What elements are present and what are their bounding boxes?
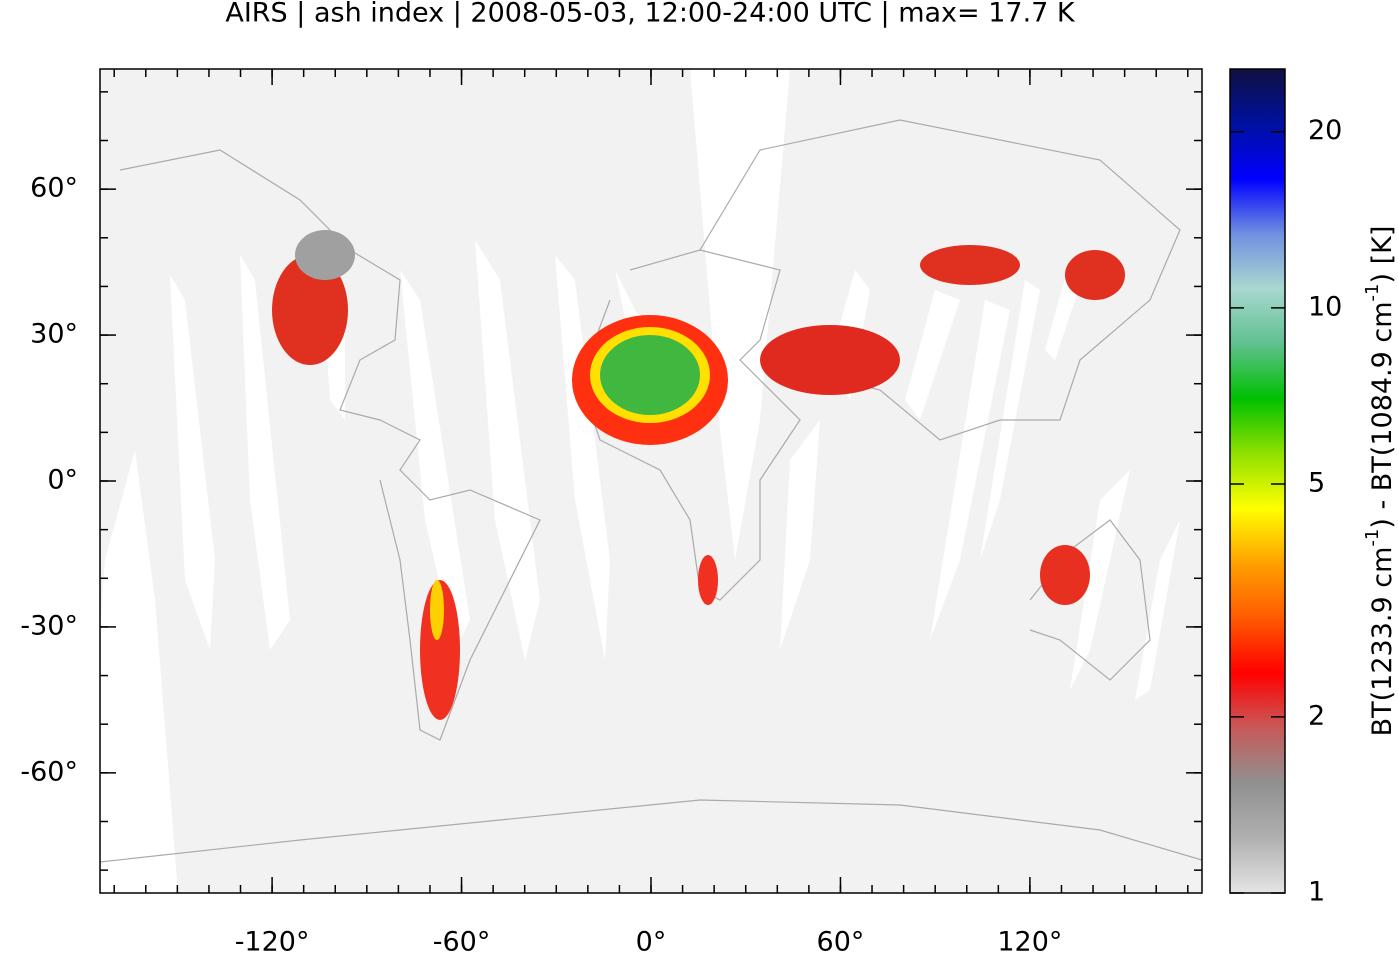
colorbar-tick-label: 10: [1308, 291, 1342, 322]
chart-title: AIRS | ash index | 2008-05-03, 12:00-24:…: [225, 0, 1076, 29]
x-tick-label: 120°: [997, 927, 1062, 957]
label-superscript: -1: [1362, 529, 1383, 547]
label-superscript: -1: [1362, 284, 1383, 302]
y-tick-label: 0°: [47, 465, 78, 496]
x-tick-label: 0°: [636, 927, 667, 957]
label-part: ) - BT(1084.9 cm: [1367, 301, 1398, 528]
y-tick-label: 60°: [30, 173, 78, 204]
colorbar-tick-label: 20: [1308, 115, 1342, 146]
coastlines: [100, 119, 1202, 863]
map-background: [100, 69, 1202, 893]
colorbar: [1229, 68, 1286, 894]
y-tick-label: -60°: [20, 756, 78, 787]
y-tick-label: -30°: [20, 610, 78, 641]
colorbar-tick-label: 5: [1308, 468, 1325, 499]
x-tick-label: -60°: [433, 927, 491, 957]
colorbar-label: BT(1233.9 cm-1) - BT(1084.9 cm-1) [K]: [1362, 226, 1398, 737]
x-tick-label: 60°: [817, 927, 865, 957]
ash-areas: [272, 230, 1125, 720]
label-part: BT(1233.9 cm: [1367, 547, 1398, 737]
colorbar-tick-label: 2: [1308, 700, 1325, 731]
x-tick-label: -120°: [235, 927, 310, 957]
y-tick-label: 30°: [30, 319, 78, 350]
map: [100, 69, 1202, 893]
colorbar-tick-label: 1: [1308, 877, 1325, 908]
label-part: ) [K]: [1367, 226, 1398, 284]
